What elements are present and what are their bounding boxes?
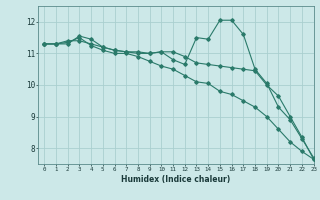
X-axis label: Humidex (Indice chaleur): Humidex (Indice chaleur) (121, 175, 231, 184)
